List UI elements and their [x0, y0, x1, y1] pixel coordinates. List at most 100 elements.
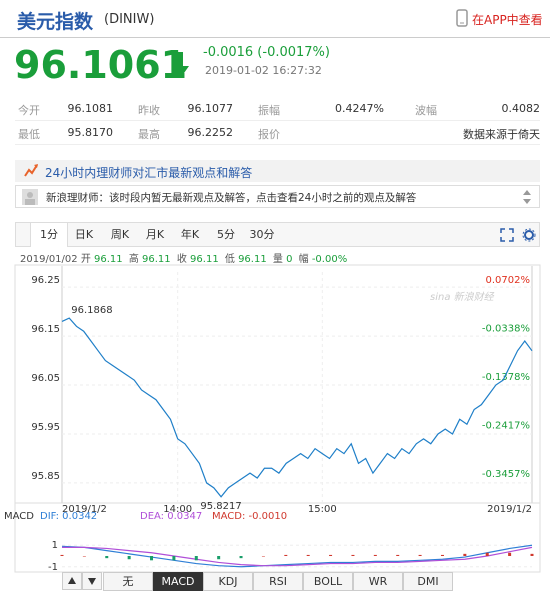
zoom-buttons[interactable]: [62, 572, 102, 591]
watermark: sina 新浪财经: [430, 291, 495, 303]
x-tick-label: 14:00: [163, 504, 192, 515]
max-label: 96.1868: [71, 305, 112, 316]
y-tick-label: 95.95: [31, 422, 60, 433]
macd-bar: [194, 556, 198, 561]
header: 美元指数 (DINIW) 在APP中查看: [0, 0, 550, 38]
info-value: 96.11: [142, 254, 171, 265]
info-label: 开: [80, 254, 91, 265]
stat-value: 96.1081: [67, 102, 114, 115]
stat-label: 波幅: [415, 104, 437, 117]
info-label: 量: [272, 254, 283, 265]
y2-tick-label: -0.2417%: [482, 421, 530, 432]
stat-label: 今开: [18, 104, 40, 117]
info-value: -0.00%: [311, 254, 348, 265]
y-tick-label: 1: [52, 540, 58, 551]
indicator-line: [62, 546, 533, 567]
info-value: 0: [286, 254, 293, 265]
quote-time: 2019-01-02 16:27:32: [205, 64, 322, 77]
macd-bar: [284, 554, 288, 556]
macd-bar: [127, 556, 131, 560]
news-message: 新浪理财师：该时段内暂无最新观点及解答，点击查看24小时之前的观点及解答: [46, 192, 417, 204]
scroll-arrows[interactable]: [521, 189, 533, 205]
macd-bar: [396, 554, 400, 556]
macd-bar: [60, 554, 64, 556]
macd-bar: [306, 554, 310, 556]
macd-bar: [351, 554, 355, 556]
stat-label: 报价: [258, 128, 280, 141]
app-link[interactable]: 在APP中查看: [472, 13, 543, 27]
macd-bar: [418, 554, 422, 556]
price-change: -0.0016 (-0.0017%): [203, 45, 330, 60]
indicator-tab[interactable]: MACD: [153, 572, 203, 591]
fullscreen-icon[interactable]: [500, 228, 514, 242]
y2-tick-label: -0.3457%: [482, 469, 530, 480]
y-tick-label: 96.05: [31, 373, 60, 384]
y-tick-label: 96.25: [31, 275, 60, 286]
info-value: 96.11: [238, 254, 267, 265]
macd-bar: [150, 556, 154, 561]
y-tick-label: 95.85: [31, 471, 60, 482]
legend-label: MACD: -0.0010: [212, 511, 287, 522]
macd-bar: [329, 554, 333, 556]
info-label: 收: [176, 254, 187, 265]
legend-label: DEA: 0.0347: [140, 511, 202, 522]
info-label: 低: [224, 254, 235, 265]
stat-label: 最低: [18, 128, 40, 141]
stat-label: 昨收: [138, 104, 160, 117]
phone-icon: [456, 9, 468, 27]
stat-value: 数据来源于倚天: [463, 128, 540, 141]
news-headline-bar[interactable]: 24小时内理财师对汇市最新观点和解答: [15, 160, 540, 182]
period-tab[interactable]: 1分: [30, 223, 68, 247]
period-tab[interactable]: 月K: [145, 228, 165, 241]
macd-bar: [105, 556, 109, 559]
macd-bar: [373, 554, 377, 556]
macd-bar: [530, 553, 534, 556]
x-tick-label: 2019/1/2: [62, 504, 107, 515]
down-arrow: [172, 52, 189, 78]
legend-label: DIF: 0.0342: [40, 511, 97, 522]
indicator-tab[interactable]: WR: [353, 572, 403, 591]
stat-value: 96.1077: [187, 102, 234, 115]
y-tick-label: -1: [48, 562, 58, 573]
symbol-code: (DINIW): [104, 12, 155, 27]
stat-label: 振幅: [258, 104, 280, 117]
y-tick-label: 96.15: [31, 324, 60, 335]
indicator-title: MACD: [4, 511, 34, 522]
indicator-tab[interactable]: DMI: [403, 572, 453, 591]
stat-value: 0.4082: [501, 102, 541, 115]
period-tab[interactable]: 周K: [110, 228, 130, 241]
macd-bar: [440, 554, 444, 556]
bar-date: 2019/01/02: [20, 254, 78, 265]
info-value: 96.11: [190, 254, 219, 265]
period-tab[interactable]: 30分: [249, 228, 275, 241]
macd-bar: [485, 552, 489, 556]
stat-value: 95.8170: [67, 126, 114, 139]
indicator-tab[interactable]: BOLL: [303, 572, 353, 591]
news-message-bar[interactable]: 新浪理财师：该时段内暂无最新观点及解答，点击查看24小时之前的观点及解答: [15, 185, 540, 208]
macd-bar: [239, 556, 243, 559]
stat-value: 96.2252: [187, 126, 234, 139]
macd-bar: [217, 556, 221, 560]
period-tab[interactable]: 年K: [180, 228, 200, 241]
min-label: 95.8217: [200, 501, 241, 512]
y2-tick-label: -0.1378%: [482, 372, 530, 383]
indicator-tab[interactable]: KDJ: [203, 572, 253, 591]
x-tick-label: 2019/1/2: [487, 504, 532, 515]
macd-bar: [261, 556, 265, 557]
macd-bar: [82, 556, 86, 557]
page-title: 美元指数: [17, 11, 94, 33]
info-value: 96.11: [94, 254, 123, 265]
period-tabs: 1分 日K 周K 月K 年K 5分 30分: [15, 222, 540, 247]
y2-tick-label: 0.0702%: [486, 275, 531, 286]
stats-row: 今开 96.1081 昨收 96.1077 振幅 0.4247% 波幅 0.4082: [15, 97, 540, 121]
indicator-tab[interactable]: 无: [103, 572, 153, 591]
period-tab[interactable]: 日K: [74, 228, 94, 241]
stat-value: 0.4247%: [335, 102, 384, 115]
indicator-tabs: 无 MACD KDJ RSI BOLL WR DMI: [0, 572, 550, 591]
settings-icon[interactable]: [522, 228, 536, 242]
indicator-line: [61, 544, 533, 568]
indicator-tab[interactable]: RSI: [253, 572, 303, 591]
avatar: [22, 189, 38, 205]
period-tab[interactable]: 5分: [217, 228, 235, 241]
